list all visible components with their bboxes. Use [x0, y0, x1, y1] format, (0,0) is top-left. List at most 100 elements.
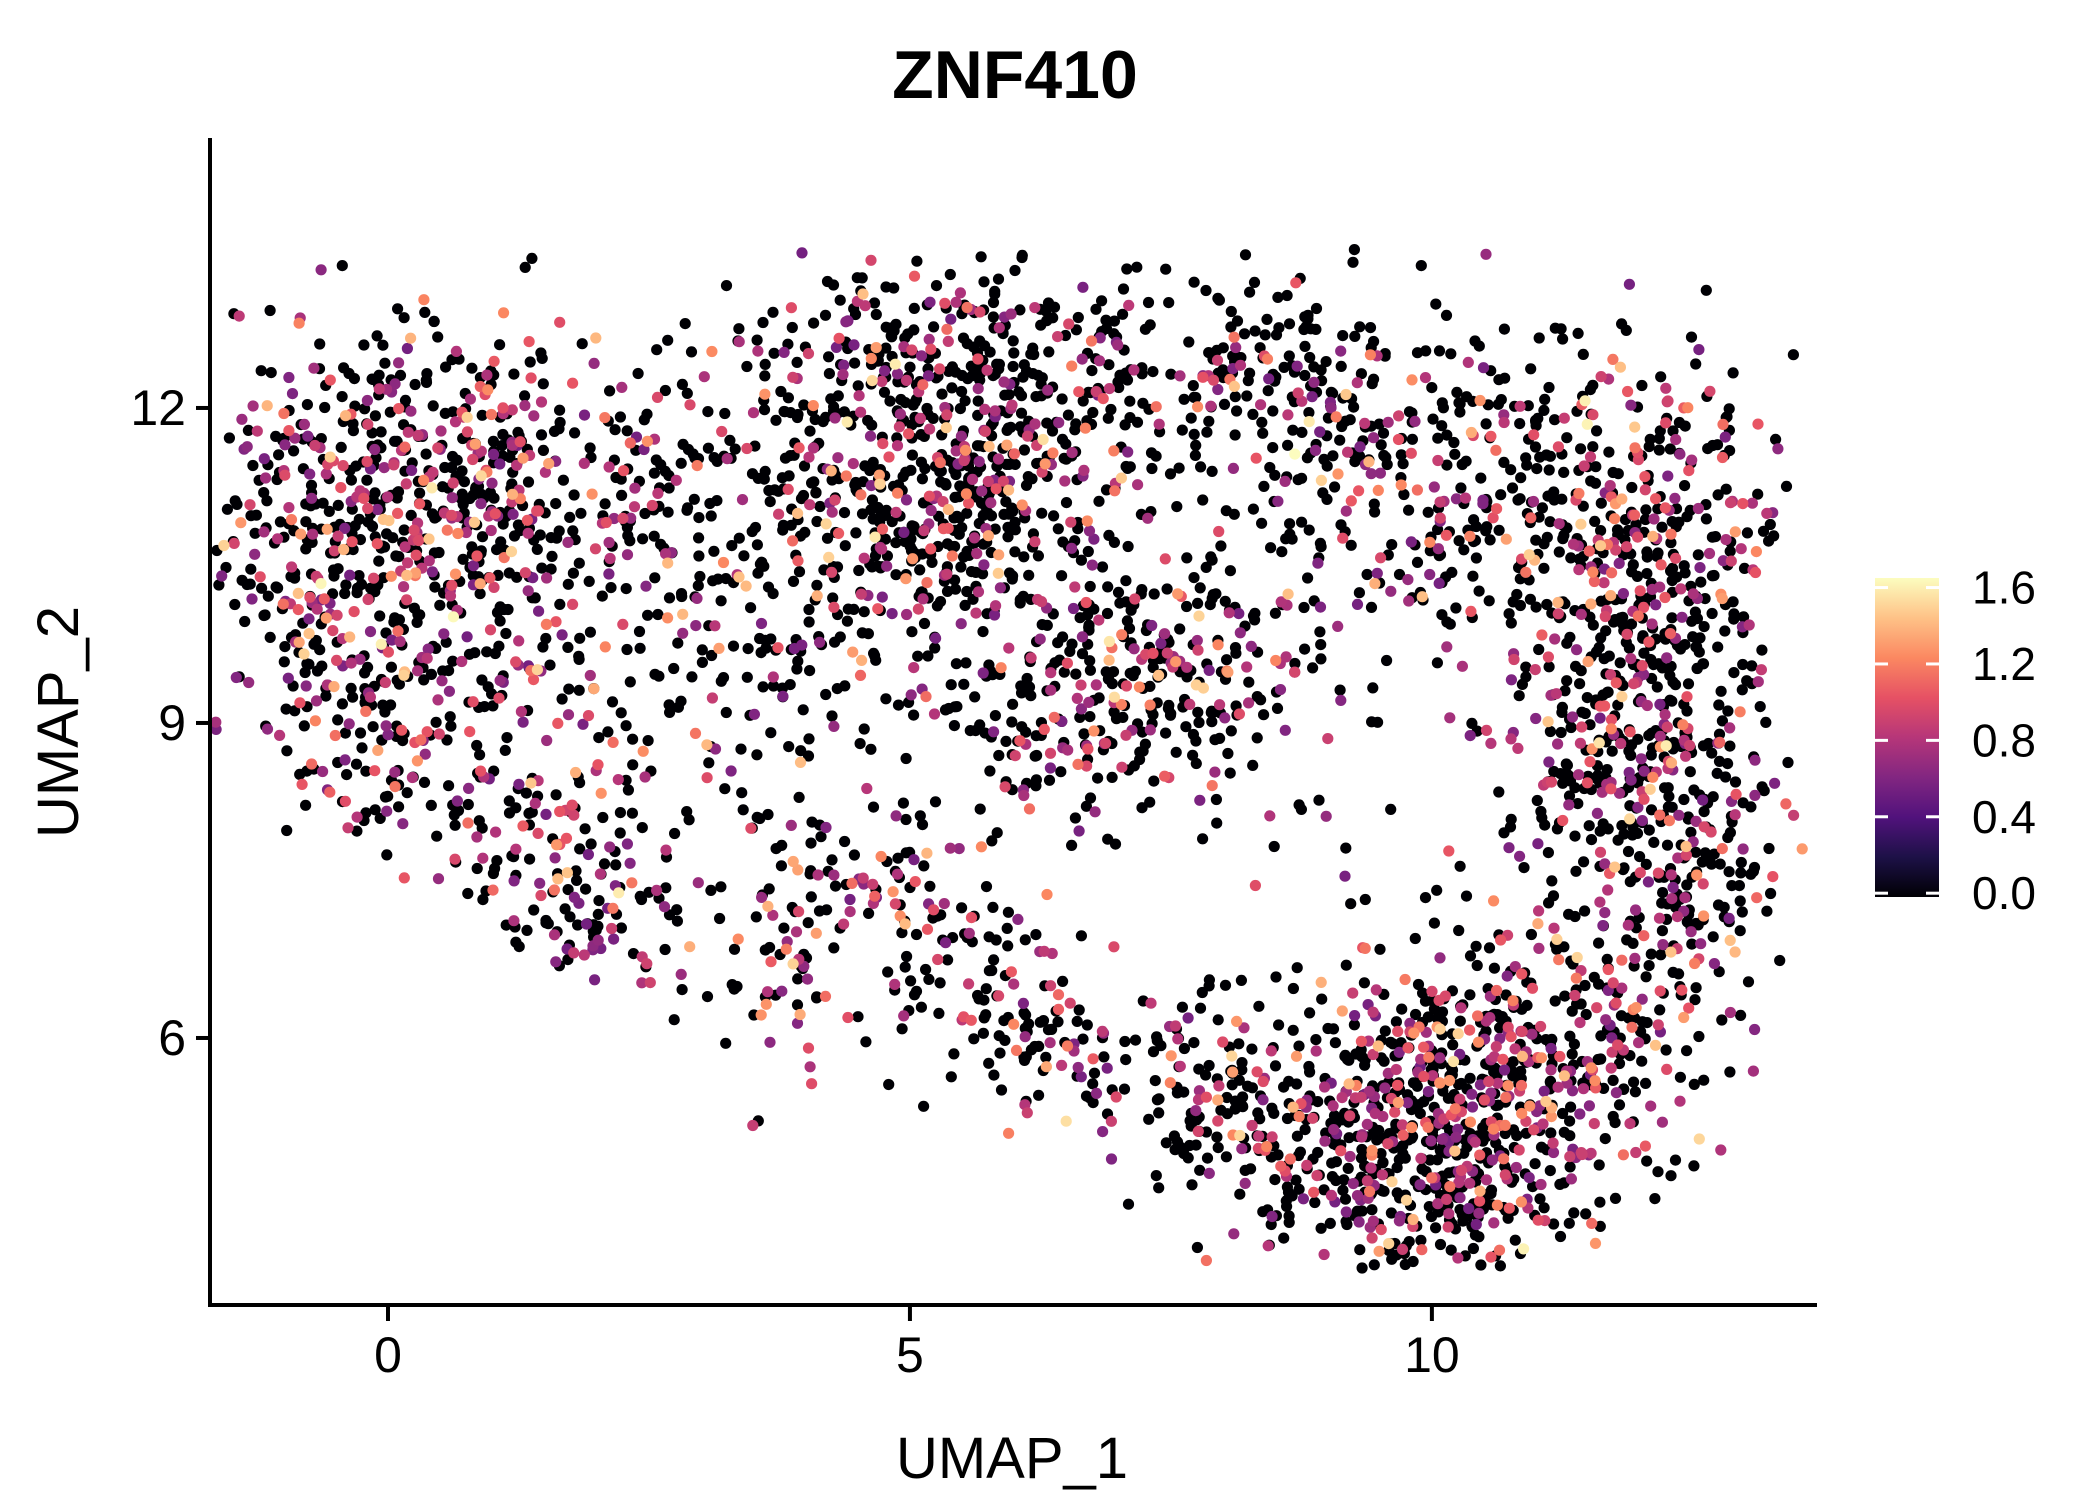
data-point — [979, 425, 992, 437]
data-point — [1588, 1118, 1600, 1130]
data-point — [923, 973, 935, 986]
data-point — [350, 758, 363, 770]
data-point — [1452, 1252, 1464, 1264]
data-point — [1700, 513, 1712, 525]
data-point — [993, 990, 1005, 1002]
data-point — [554, 404, 566, 416]
data-point — [1367, 1048, 1379, 1061]
data-point — [1487, 1123, 1500, 1135]
data-point — [1003, 389, 1015, 401]
data-point — [993, 749, 1005, 762]
data-point — [1293, 1040, 1305, 1052]
data-point — [1471, 959, 1483, 972]
data-point — [1229, 391, 1241, 403]
data-point — [381, 805, 393, 817]
data-point — [864, 430, 877, 442]
data-point — [277, 598, 289, 610]
data-point — [1650, 599, 1662, 611]
data-point — [838, 918, 850, 930]
data-point — [977, 626, 989, 638]
data-point — [1302, 313, 1314, 325]
data-point — [1070, 668, 1082, 680]
data-point — [867, 878, 879, 890]
data-point — [1591, 1002, 1603, 1014]
data-point — [499, 744, 511, 757]
data-point — [524, 853, 536, 865]
data-point — [256, 582, 268, 594]
data-point — [660, 882, 672, 894]
data-point — [1353, 587, 1365, 599]
data-point — [1638, 765, 1650, 777]
data-point — [216, 570, 228, 582]
data-point — [567, 598, 579, 611]
data-point — [915, 456, 928, 468]
data-point — [1233, 608, 1245, 620]
data-point — [622, 530, 634, 542]
data-point — [285, 514, 298, 526]
data-point — [471, 550, 483, 562]
data-point — [1735, 543, 1747, 555]
data-point — [768, 347, 780, 359]
data-point — [1339, 1050, 1351, 1062]
data-point — [1191, 1241, 1203, 1254]
data-point — [1591, 425, 1603, 437]
data-point — [1355, 1091, 1367, 1103]
data-point — [1686, 938, 1698, 950]
data-point — [421, 652, 433, 664]
data-point — [1086, 365, 1098, 377]
data-point — [503, 807, 516, 819]
data-point — [281, 824, 293, 837]
data-point — [1105, 1115, 1117, 1127]
data-point — [1123, 299, 1135, 311]
data-point — [1670, 434, 1682, 446]
data-point — [815, 831, 827, 843]
data-point — [737, 804, 749, 816]
data-point — [358, 492, 370, 504]
data-point — [1076, 631, 1088, 643]
data-point — [865, 743, 877, 755]
data-point — [1653, 912, 1666, 924]
data-point — [249, 548, 261, 560]
data-point — [865, 254, 877, 266]
data-point — [1359, 893, 1371, 906]
data-point — [867, 801, 880, 813]
data-point — [945, 1071, 957, 1083]
data-point — [941, 538, 954, 550]
data-point — [1723, 866, 1735, 878]
data-point — [1007, 360, 1019, 373]
data-point — [1112, 376, 1124, 388]
data-point — [1557, 1107, 1569, 1120]
data-point — [1303, 407, 1315, 419]
data-point — [600, 516, 612, 529]
data-point — [233, 310, 245, 322]
data-point — [1406, 407, 1418, 419]
data-point — [1397, 458, 1409, 470]
data-point — [1484, 534, 1496, 546]
data-point — [1444, 1181, 1456, 1193]
data-point — [589, 974, 601, 986]
data-point — [651, 884, 663, 897]
data-point — [391, 492, 403, 504]
data-point — [339, 795, 351, 807]
data-point — [1319, 1081, 1331, 1093]
data-point — [1428, 1003, 1440, 1015]
data-point — [994, 1047, 1006, 1059]
data-point — [236, 574, 248, 586]
data-point — [1594, 846, 1607, 858]
data-point — [1656, 521, 1668, 533]
data-point — [521, 924, 533, 937]
data-point — [1375, 1148, 1387, 1160]
data-point — [676, 590, 688, 603]
data-point — [1630, 1146, 1642, 1159]
data-point — [1203, 1059, 1215, 1072]
data-point — [1680, 750, 1692, 762]
data-point — [1066, 638, 1078, 650]
data-point — [1209, 766, 1221, 778]
data-point — [1279, 724, 1291, 736]
data-point — [1613, 1099, 1626, 1111]
data-point — [944, 842, 956, 854]
data-point — [1722, 705, 1734, 717]
data-point — [736, 787, 748, 799]
data-point — [549, 852, 561, 864]
data-point — [1340, 505, 1352, 517]
